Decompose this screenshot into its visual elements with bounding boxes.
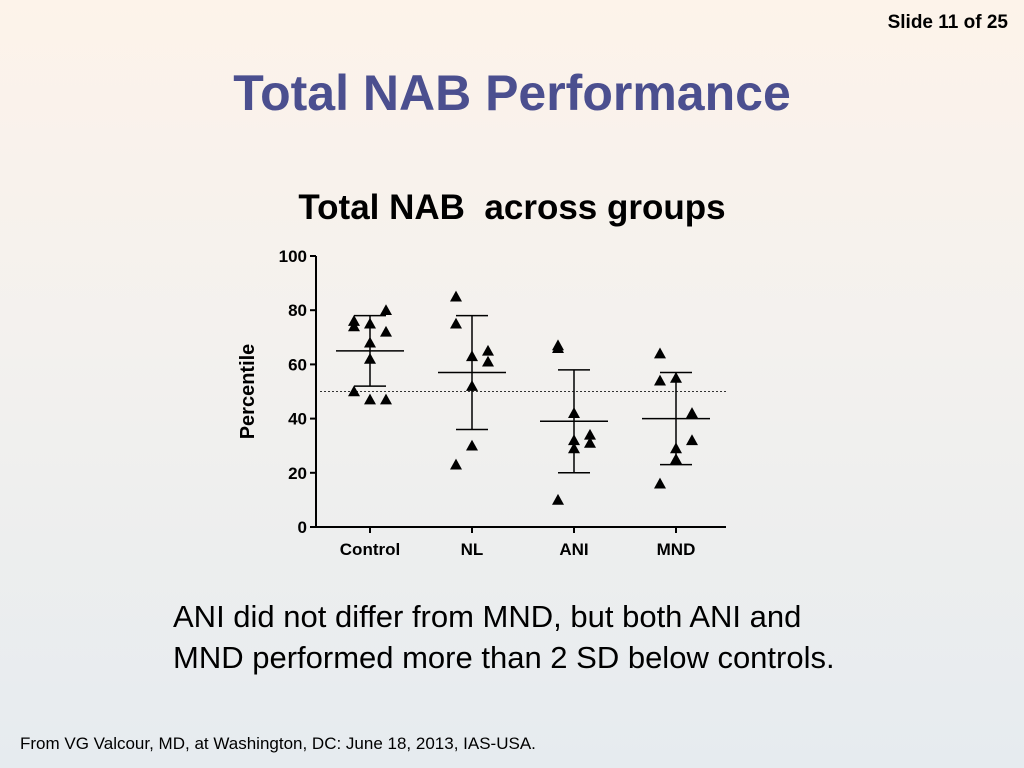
data-point-triangle xyxy=(686,434,698,446)
data-point-triangle xyxy=(654,374,666,386)
footer-credit: From VG Valcour, MD, at Washington, DC: … xyxy=(20,734,536,753)
y-axis-label: Percentile xyxy=(237,344,259,440)
data-point-triangle xyxy=(552,493,564,505)
data-point-triangle xyxy=(466,439,478,451)
data-point-triangle xyxy=(348,385,360,397)
data-point-triangle xyxy=(568,407,580,418)
y-tick-label: 100 xyxy=(279,247,307,266)
scatter-chart: 0 20 40 60 80 100 Control NL ANI MND Percentile xyxy=(237,247,726,559)
data-point-triangle xyxy=(654,347,666,359)
y-tick-label: 80 xyxy=(288,301,307,320)
data-point-triangle xyxy=(450,290,462,302)
data-point-triangle xyxy=(380,304,392,315)
data-point-triangle xyxy=(450,317,462,329)
data-point-triangle xyxy=(466,380,478,391)
slide-number: Slide 11 of 25 xyxy=(887,12,1008,33)
x-tick-label: NL xyxy=(461,540,484,559)
data-point-triangle xyxy=(348,320,360,332)
x-tick-label: MND xyxy=(657,540,696,559)
data-point-triangle xyxy=(364,393,376,405)
data-point-triangle xyxy=(450,458,462,470)
data-point-triangle xyxy=(364,336,376,348)
data-point-triangle xyxy=(552,342,564,353)
data-point-triangle xyxy=(364,352,376,364)
y-tick-label: 0 xyxy=(298,518,307,537)
data-point-triangle xyxy=(568,442,580,454)
data-point-triangle xyxy=(670,442,682,454)
data-point-triangle xyxy=(380,325,392,337)
x-tick-label: ANI xyxy=(559,540,588,559)
data-point-triangle xyxy=(568,434,580,446)
body-text: ANI did not differ from MND, but both AN… xyxy=(173,599,835,675)
data-point-triangle xyxy=(686,407,698,418)
x-tick-label: Control xyxy=(340,540,400,559)
data-point-triangle xyxy=(380,393,392,405)
data-point-triangle xyxy=(670,371,682,383)
data-point-triangle xyxy=(654,477,666,489)
y-tick-label: 20 xyxy=(288,464,307,483)
data-point-triangle xyxy=(584,428,596,440)
data-point-triangle xyxy=(364,317,376,329)
chart-title: Total NAB across groups xyxy=(298,188,726,227)
data-point-triangle xyxy=(348,315,360,326)
y-tick-label: 40 xyxy=(288,410,307,429)
slide-title: Total NAB Performance xyxy=(233,65,791,121)
data-point-triangle xyxy=(584,436,596,448)
data-point-triangle xyxy=(482,344,494,356)
data-point-triangle xyxy=(466,350,478,362)
y-tick-label: 60 xyxy=(288,355,307,374)
data-point-triangle xyxy=(482,355,494,367)
data-point-triangle xyxy=(670,453,682,465)
